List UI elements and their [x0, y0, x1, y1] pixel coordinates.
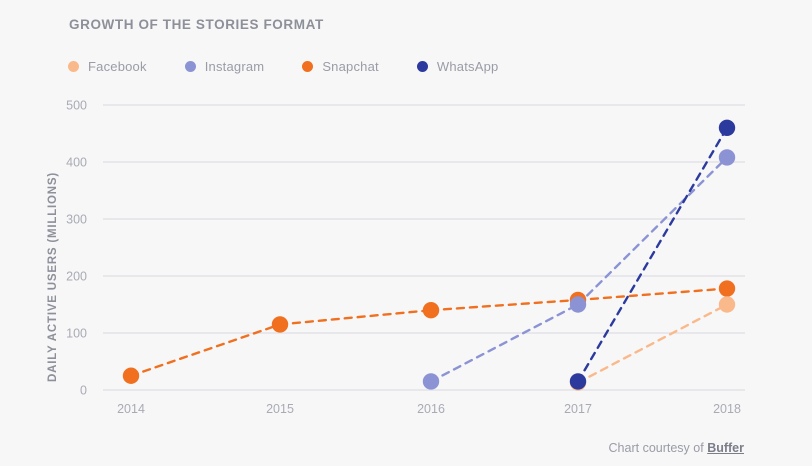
series-line-snapchat: [576, 287, 729, 302]
credit-prefix: Chart courtesy of: [608, 441, 708, 455]
y-tick-label: 300: [66, 213, 87, 227]
series-line-instagram: [429, 303, 580, 383]
legend-dot-icon: [68, 61, 79, 72]
buffer-link[interactable]: Buffer: [707, 441, 744, 455]
chart-legend: Facebook Instagram Snapchat WhatsApp: [68, 59, 536, 74]
legend-dot-icon: [302, 61, 314, 72]
data-point-instagram-2016[interactable]: [422, 373, 440, 390]
series-line-whatsapp: [576, 126, 729, 383]
x-tick-label: 2018: [713, 402, 741, 416]
data-point-snapchat-2018[interactable]: [718, 280, 736, 297]
legend-item-facebook[interactable]: Facebook: [68, 59, 147, 74]
series-line-instagram: [576, 156, 729, 306]
data-point-snapchat-2014[interactable]: [122, 367, 140, 384]
data-point-instagram-2018[interactable]: [718, 149, 736, 166]
page-title: GROWTH OF THE STORIES FORMAT: [69, 17, 324, 32]
y-tick-label: 0: [80, 384, 87, 398]
data-point-instagram-2017[interactable]: [569, 296, 587, 313]
y-tick-label: 100: [66, 327, 87, 341]
legend-label: Instagram: [204, 59, 265, 74]
data-point-snapchat-2015[interactable]: [271, 316, 289, 333]
y-tick-label: 500: [66, 99, 87, 113]
series-line-snapchat: [429, 298, 580, 312]
legend-dot-icon: [416, 61, 428, 72]
y-tick-label: 400: [66, 156, 87, 170]
x-tick-label: 2014: [117, 402, 145, 416]
legend-label: Snapchat: [322, 59, 379, 74]
data-point-snapchat-2016[interactable]: [422, 302, 440, 319]
chart-credit: Chart courtesy of Buffer: [609, 441, 744, 455]
data-point-facebook-2018[interactable]: [718, 296, 736, 313]
legend-label: WhatsApp: [436, 59, 499, 74]
legend-item-whatsapp[interactable]: WhatsApp: [416, 59, 499, 74]
data-point-whatsapp-2018[interactable]: [718, 119, 736, 136]
series-line-snapchat: [278, 309, 433, 326]
series-line-snapchat: [129, 323, 282, 377]
legend-item-snapchat[interactable]: Snapchat: [302, 59, 379, 74]
series-line-facebook: [576, 303, 729, 384]
x-tick-label: 2016: [417, 402, 445, 416]
x-tick-label: 2017: [564, 402, 592, 416]
data-point-whatsapp-2017[interactable]: [569, 373, 587, 390]
x-tick-label: 2015: [266, 402, 294, 416]
legend-label: Facebook: [88, 59, 147, 74]
legend-item-instagram[interactable]: Instagram: [184, 59, 265, 74]
y-tick-label: 200: [66, 270, 87, 284]
legend-dot-icon: [184, 61, 196, 72]
